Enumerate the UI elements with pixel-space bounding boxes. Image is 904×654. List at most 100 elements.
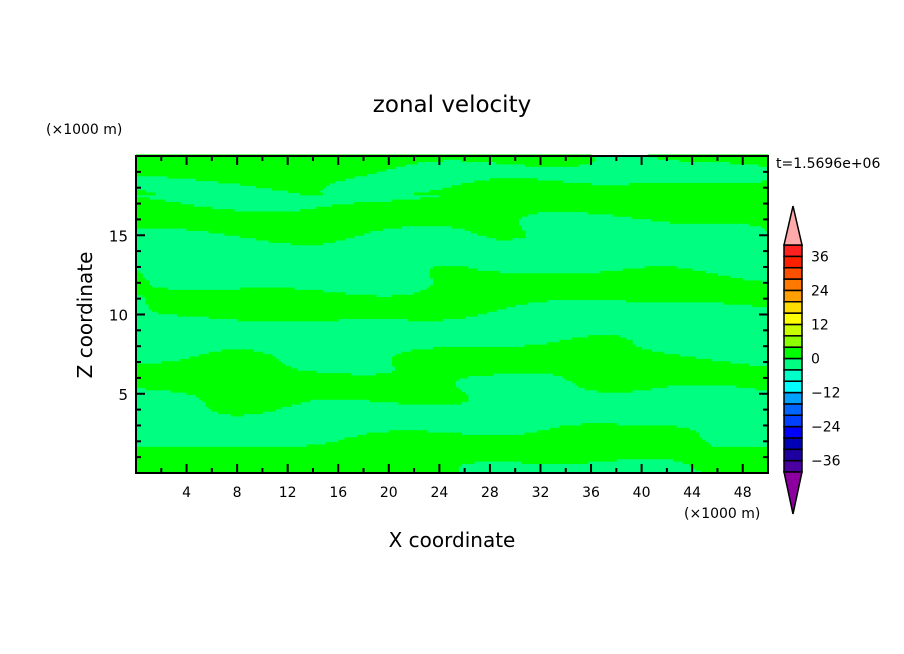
contour-cell — [575, 382, 769, 386]
contour-cell — [136, 204, 194, 208]
contour-cell — [752, 304, 769, 308]
contour-cell — [391, 199, 769, 203]
contour-cell — [429, 270, 500, 274]
contour-cell — [391, 361, 731, 365]
colorbar-tick-label: −36 — [811, 454, 841, 470]
contour-cell — [136, 163, 406, 167]
contour-cell — [357, 434, 699, 438]
contour-cell — [433, 346, 643, 350]
contour-cell — [290, 242, 323, 246]
contour-cell — [208, 316, 466, 319]
contour-cell — [136, 377, 459, 381]
colorbar-box — [783, 266, 803, 280]
colorbar-tick-label: −12 — [811, 386, 841, 402]
contour-cell — [695, 468, 769, 472]
contour-cell — [692, 465, 769, 469]
contour-cell — [136, 446, 769, 450]
contour-cell — [584, 387, 652, 391]
contour-cell — [391, 294, 769, 298]
contour-cell — [208, 230, 371, 234]
contour-cell — [673, 458, 769, 462]
contour-cell — [600, 270, 706, 274]
contour-cell — [136, 451, 769, 455]
contour-cell — [145, 387, 459, 391]
colorbar-box — [783, 369, 803, 382]
contour-cell — [136, 292, 346, 296]
contour-cell — [136, 201, 181, 205]
colorbar-box — [783, 346, 803, 360]
contour-cell — [761, 180, 769, 184]
contour-cell — [158, 311, 488, 315]
contour-cell — [230, 413, 244, 417]
contour-cell — [559, 425, 677, 429]
contour-cell — [136, 209, 235, 212]
contour-cell — [679, 159, 769, 163]
contour-cell — [433, 278, 744, 281]
contour-cell — [136, 449, 769, 453]
x-tick-label: 48 — [734, 485, 752, 501]
contour-cell — [414, 292, 769, 296]
colorbar-box — [783, 391, 803, 405]
contour-cell — [180, 358, 279, 362]
contour-cell — [136, 168, 387, 172]
contour-cell — [136, 373, 352, 377]
contour-cell — [199, 354, 273, 358]
contour-cell — [136, 173, 368, 177]
contour-cell — [644, 266, 677, 270]
contour-cell — [521, 461, 589, 464]
contour-cell — [256, 185, 327, 189]
colorbar-box — [783, 357, 803, 371]
contour-cell — [391, 356, 696, 360]
x-tick-label: 28 — [481, 485, 499, 501]
colorbar-box — [783, 301, 803, 314]
contour-cell — [366, 432, 462, 436]
contour-cell — [546, 342, 633, 346]
contour-cell — [414, 192, 769, 196]
contour-cell — [578, 385, 668, 388]
contour-cell — [388, 430, 428, 434]
contour-cell — [186, 228, 383, 231]
contour-cell — [136, 211, 538, 215]
contour-cell — [148, 306, 507, 310]
contour-cell — [477, 232, 526, 236]
contour-cell — [761, 225, 769, 229]
x-unit-label: (×1000 m) — [684, 506, 760, 522]
contour-cell — [136, 273, 143, 277]
contour-cell — [331, 204, 769, 208]
contour-cell — [420, 197, 769, 201]
colorbar-box — [783, 437, 803, 451]
contour-cell — [202, 399, 311, 403]
contour-cell — [369, 399, 469, 403]
contour-cell — [581, 423, 617, 426]
contour-cell — [395, 354, 681, 358]
contour-cell — [211, 408, 276, 412]
contour-cell — [464, 228, 523, 231]
contour-cell — [755, 387, 769, 391]
contour-cell — [407, 318, 444, 322]
contour-cell — [486, 235, 526, 239]
contour-cell — [433, 266, 469, 270]
contour-cell — [136, 156, 595, 160]
contour-cell — [268, 240, 336, 243]
contour-cell — [136, 218, 519, 222]
contour-cell — [136, 213, 529, 217]
contour-cell — [189, 356, 276, 360]
contour-cell — [136, 270, 140, 274]
contour-cell — [429, 273, 718, 277]
contour-cell — [136, 166, 396, 170]
contour-cell — [391, 363, 750, 367]
contour-cell — [136, 287, 169, 291]
y-tick-label: 10 — [109, 307, 128, 325]
contour-cell — [426, 287, 769, 291]
contour-cell — [524, 344, 636, 348]
contour-cell — [670, 220, 769, 224]
x-tick-label: 32 — [532, 485, 550, 501]
x-tick-label: 40 — [633, 485, 651, 501]
y-tick-label: 15 — [109, 227, 128, 245]
contour-cell — [136, 453, 769, 457]
contour-cell — [565, 377, 769, 381]
contour-cell — [395, 366, 769, 369]
contour-cell — [730, 161, 769, 165]
contour-cell — [136, 199, 165, 203]
